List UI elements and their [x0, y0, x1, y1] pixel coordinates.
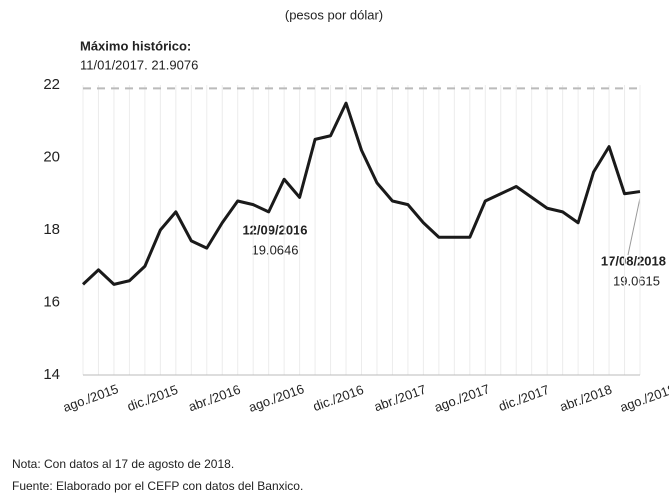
- x-tick-label: abr./2017: [372, 382, 428, 415]
- note: Nota: Con datos al 17 de agosto de 2018.: [12, 457, 234, 471]
- y-tick-label: 20: [43, 148, 60, 165]
- y-tick-label: 14: [43, 366, 60, 383]
- annotation-text: 19.0615: [613, 273, 660, 288]
- x-tick-label: ago./2017: [432, 381, 491, 415]
- x-tick-label: abr./2018: [558, 382, 614, 415]
- annotation-text: 11/01/2017. 21.9076: [80, 57, 198, 72]
- annotation-text: 19.0646: [252, 242, 299, 257]
- x-tick-label: abr./2016: [186, 382, 242, 415]
- y-tick-label: 18: [43, 221, 60, 238]
- annotation-title: 12/09/2016: [242, 222, 307, 237]
- line-series: [81, 101, 641, 286]
- x-tick-label: ago./2018: [618, 381, 669, 415]
- y-tick-label: 16: [43, 293, 60, 310]
- annotation-leader: [627, 197, 641, 256]
- x-tick-label: dic./2016: [311, 382, 366, 414]
- y-tick-label: 22: [43, 76, 60, 93]
- note: Fuente: Elaborado por el CEFP con datos …: [12, 479, 303, 493]
- x-tick-label: dic./2015: [125, 382, 180, 414]
- x-tick-label: dic./2017: [497, 382, 552, 414]
- chart-subtitle: (pesos por dólar): [285, 7, 383, 22]
- annotation-title: Máximo histórico:: [80, 38, 191, 53]
- annotation-title: 17/08/2018: [601, 253, 666, 268]
- x-tick-label: ago./2015: [61, 381, 120, 415]
- x-tick-label: ago./2016: [247, 381, 306, 415]
